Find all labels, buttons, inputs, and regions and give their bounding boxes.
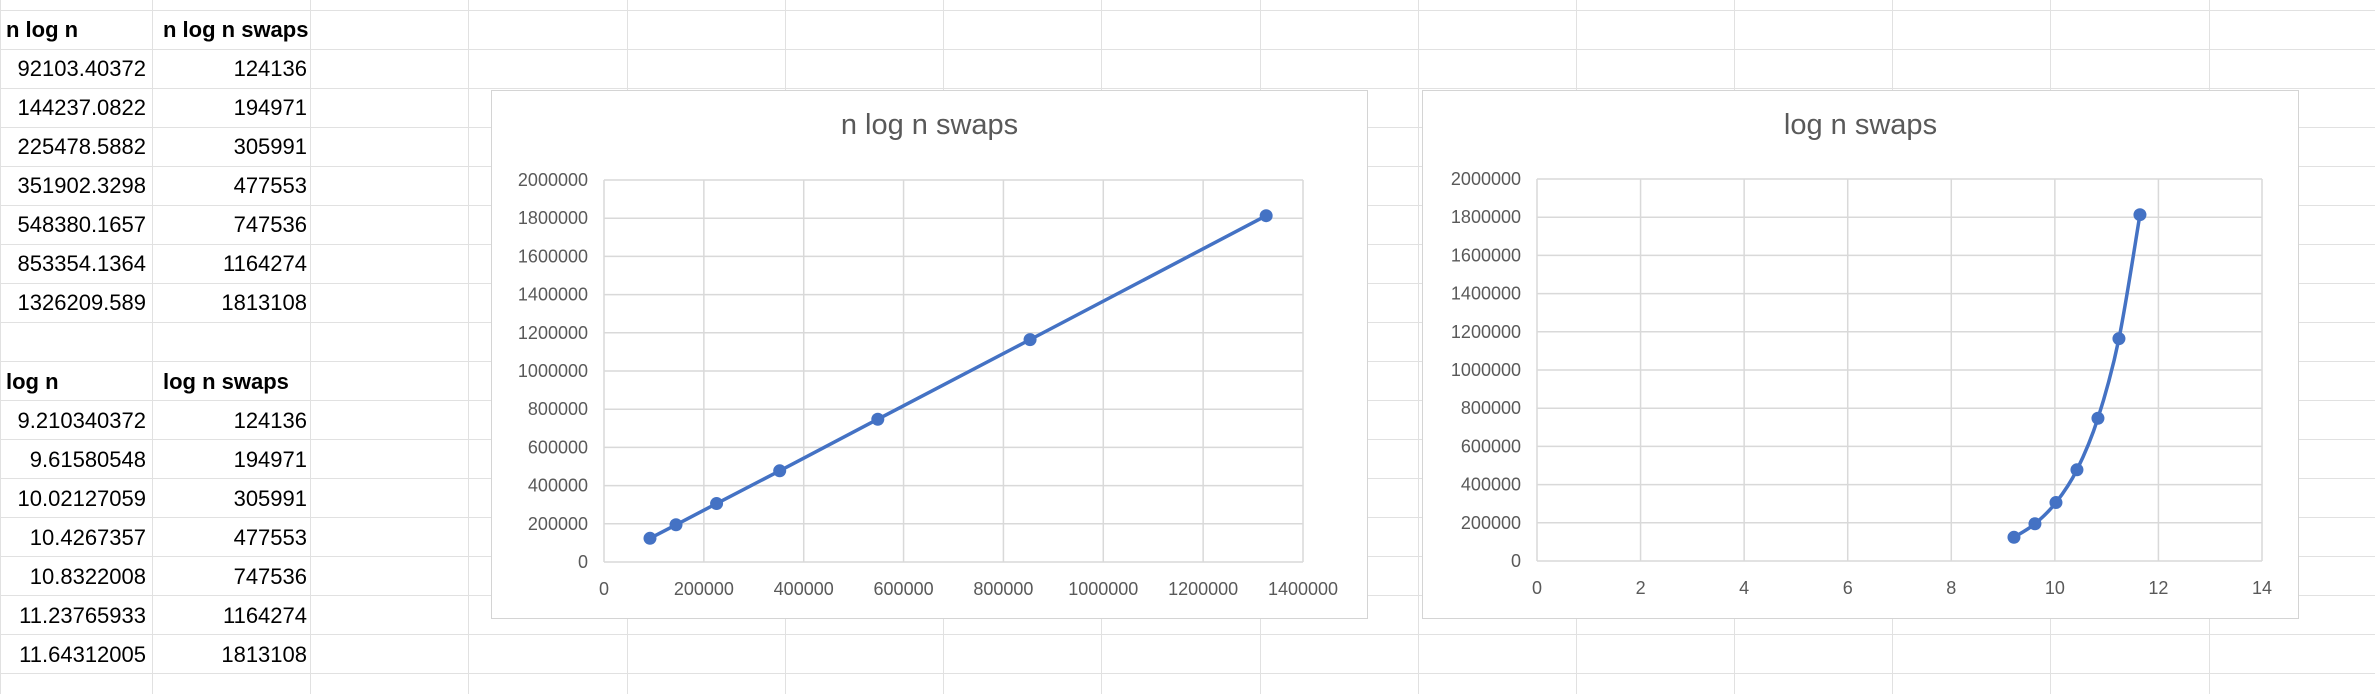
series-line [649,214,1267,540]
table1-cell-col2[interactable]: 1164274 [222,251,307,276]
table2-cell-col1[interactable]: 10.4267357 [29,525,146,550]
x-tick-label: 800000 [973,579,1033,599]
table2-cell-col2[interactable]: 477553 [233,525,307,550]
x-tick-label: 0 [1532,578,1542,598]
table2-cell-col2[interactable]: 305991 [233,486,307,511]
y-tick-label: 200000 [1461,513,1521,533]
y-tick-label: 1400000 [518,285,588,305]
x-tick-label: 14 [2252,578,2272,598]
data-point [2112,332,2126,346]
chart-plot: 0 200000 400000 600000 800000 1000000 1200000 1… [518,170,1338,599]
table1-cell-col2[interactable]: 194971 [233,95,307,120]
x-tick-label: 0 [599,579,609,599]
table2-cell-col1[interactable]: 9.61580548 [29,447,146,472]
table2-cell-col2[interactable]: 124136 [233,408,307,433]
x-tick-label: 1400000 [1268,579,1338,599]
chart-plot: 0 200000 400000 600000 800000 1000000 1200000 1… [1451,169,2272,598]
y-tick-label: 1000000 [518,361,588,381]
data-point [871,412,885,426]
y-tick-label: 0 [578,552,588,572]
table2-cell-col2[interactable]: 747536 [233,564,307,589]
x-tick-label: 1200000 [1168,579,1238,599]
table2-header-log-n[interactable]: log n [6,369,59,394]
table2-cell-col1[interactable]: 11.23765933 [19,603,146,628]
x-tick-label: 12 [2148,578,2168,598]
table2-cell-col2[interactable]: 1164274 [222,603,307,628]
y-tick-label: 600000 [528,437,588,457]
table1-cell-col1[interactable]: 1326209.589 [17,290,146,315]
table2-cell-col2[interactable]: 1813108 [221,642,307,667]
chart-n-log-n-swaps[interactable]: n log n swaps 0 200000 400000 600000 800000 1… [491,90,1368,619]
data-point [643,531,657,545]
data-point [773,464,787,478]
y-tick-label: 800000 [528,399,588,419]
data-point [1023,333,1037,347]
data-point [710,497,724,511]
y-tick-label: 200000 [528,514,588,534]
series-line [2013,214,2142,539]
chart-log-n-swaps[interactable]: log n swaps 0 200000 400000 600000 800000 100… [1422,90,2299,619]
x-tick-label: 4 [1739,578,1749,598]
table1-cell-col2[interactable]: 1813108 [221,290,307,315]
data-point [2133,208,2147,222]
x-tick-label: 2 [1636,578,1646,598]
y-tick-label: 1600000 [1451,245,1521,265]
table1-cell-col1[interactable]: 92103.40372 [17,56,146,81]
table1-cell-col1[interactable]: 144237.0822 [17,95,146,120]
data-point [2028,517,2042,531]
table2-cell-col1[interactable]: 9.210340372 [17,408,146,433]
y-tick-label: 1600000 [518,246,588,266]
table1-header-swaps[interactable]: n log n swaps [163,17,309,42]
x-tick-label: 8 [1946,578,1956,598]
table1-cell-col2[interactable]: 305991 [233,134,307,159]
table1-cell-col1[interactable]: 853354.1364 [17,251,146,276]
x-tick-label: 1000000 [1068,579,1138,599]
table1-cell-col1[interactable]: 351902.3298 [17,173,146,198]
x-tick-label: 400000 [774,579,834,599]
y-tick-label: 1400000 [1451,284,1521,304]
y-tick-label: 1200000 [1451,322,1521,342]
data-point [2049,496,2063,510]
table1-header-n-log-n[interactable]: n log n [6,17,79,42]
y-tick-label: 600000 [1461,436,1521,456]
table1-cell-col2[interactable]: 747536 [233,212,307,237]
y-tick-label: 1000000 [1451,360,1521,380]
y-tick-label: 400000 [1461,475,1521,495]
y-tick-label: 2000000 [518,170,588,190]
y-tick-label: 2000000 [1451,169,1521,189]
x-tick-label: 200000 [674,579,734,599]
chart-title: n log n swaps [840,109,1019,141]
y-tick-label: 400000 [528,476,588,496]
y-tick-label: 1800000 [1451,207,1521,227]
table1-cell-col1[interactable]: 548380.1657 [17,212,146,237]
table1-cell-col2[interactable]: 477553 [233,173,307,198]
x-tick-label: 600000 [874,579,934,599]
table2-cell-col1[interactable]: 10.02127059 [17,486,146,511]
table1-cell-col2[interactable]: 124136 [233,56,307,81]
table2-cell-col1[interactable]: 10.8322008 [29,564,146,589]
data-point [1259,209,1273,223]
data-point [2091,411,2105,425]
table2-cell-col2[interactable]: 194971 [233,447,307,472]
table2-header-swaps[interactable]: log n swaps [163,369,289,394]
y-tick-label: 0 [1511,551,1521,571]
table1-cell-col1[interactable]: 225478.5882 [17,134,146,159]
x-tick-label: 6 [1843,578,1853,598]
chart-title: log n swaps [1783,109,1938,141]
data-point [2007,530,2021,544]
y-tick-label: 800000 [1461,398,1521,418]
data-point [2070,463,2084,477]
y-tick-label: 1800000 [518,208,588,228]
table2-cell-col1[interactable]: 11.64312005 [19,642,146,667]
data-point [669,518,683,532]
x-tick-label: 10 [2045,578,2065,598]
y-tick-label: 1200000 [518,323,588,343]
